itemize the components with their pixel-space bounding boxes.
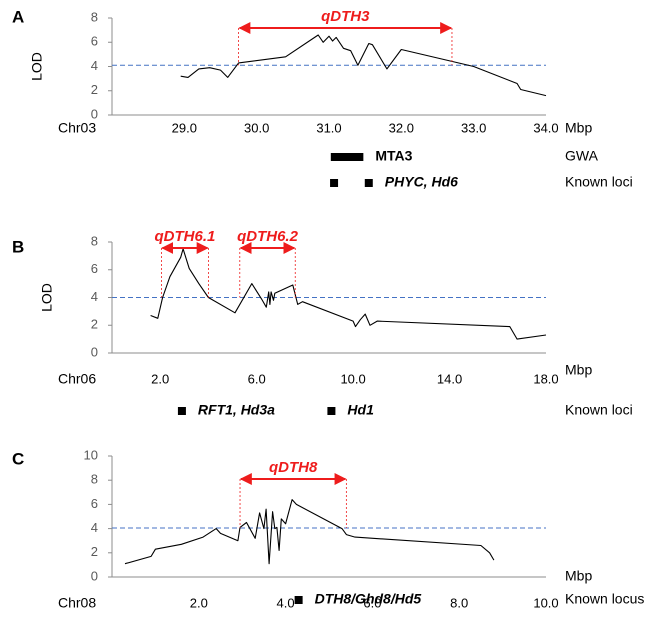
locus-mark <box>177 407 186 415</box>
x-tick-label: 6.0 <box>363 595 381 610</box>
y-tick-label: 6 <box>91 261 98 276</box>
row-label: Known locus <box>565 591 644 607</box>
x-tick-label: 2.0 <box>151 371 169 386</box>
locus-mark <box>327 407 336 415</box>
qtl-name: qDTH6.1 <box>155 228 216 245</box>
y-tick-label: 2 <box>91 317 98 332</box>
locus-mark <box>364 179 373 187</box>
x-tick-label: 31.0 <box>316 120 341 135</box>
x-tick-label: 8.0 <box>450 595 468 610</box>
panel-b: B 0 2 4 6 8 2.0 6.0 10.0 14.0 18.0 LOD Chr06 Mbp qDTH6… <box>12 228 633 418</box>
qtl-name: qDTH8 <box>269 459 318 476</box>
row-label: GWA <box>565 148 599 164</box>
x-unit-label: Mbp <box>565 568 592 584</box>
x-tick-label: 18.0 <box>533 371 558 386</box>
x-tick-label: 4.0 <box>277 595 295 610</box>
qtl-name: qDTH3 <box>321 8 370 25</box>
chromosome-label: Chr08 <box>58 595 96 611</box>
x-tick-label: 34.0 <box>533 120 558 135</box>
x-unit-label: Mbp <box>565 120 592 136</box>
y-tick-label: 0 <box>91 106 98 121</box>
locus-label: Hd1 <box>347 402 374 418</box>
x-tick-label: 10.0 <box>340 371 365 386</box>
gwa-label: MTA3 <box>375 148 412 164</box>
panel-letter: C <box>12 449 24 468</box>
y-tick-label: 6 <box>91 496 98 511</box>
lod-curve <box>150 248 547 340</box>
x-tick-label: 32.0 <box>389 120 414 135</box>
chromosome-label: Chr03 <box>58 120 96 136</box>
y-tick-label: 2 <box>91 544 98 559</box>
x-tick-label: 2.0 <box>190 595 208 610</box>
x-tick-label: 6.0 <box>248 371 266 386</box>
y-tick-label: 4 <box>91 58 98 73</box>
qtl-name: qDTH6.2 <box>237 228 299 245</box>
locus-label: PHYC, Hd6 <box>385 174 458 190</box>
locus-label: DTH8/Ghd8/Hd5 <box>315 591 422 607</box>
chromosome-label: Chr06 <box>58 371 96 387</box>
locus-mark <box>294 596 303 604</box>
lod-curve <box>180 34 547 97</box>
locus-label: RFT1, Hd3a <box>198 402 275 418</box>
gwa-bar <box>330 153 364 161</box>
panel-letter: B <box>12 237 24 256</box>
y-tick-label: 4 <box>91 289 98 304</box>
y-axis-label: LOD <box>29 52 45 81</box>
row-label: Known loci <box>565 402 633 418</box>
panel-a: A 0 2 4 6 8 29.0 30.0 31.0 32.0 33.0 34.0 LOD Chr03 Mb… <box>12 7 633 189</box>
y-axis-label: LOD <box>39 283 55 312</box>
x-tick-label: 10.0 <box>533 595 558 610</box>
y-tick-label: 8 <box>91 9 98 24</box>
panel-letter: A <box>12 7 24 26</box>
y-tick-label: 6 <box>91 34 98 49</box>
y-tick-label: 8 <box>91 233 98 248</box>
y-tick-label: 2 <box>91 82 98 97</box>
y-tick-label: 0 <box>91 568 98 583</box>
panel-c: C 0 2 4 6 8 10 2.0 4.0 6.0 8.0 10.0 Chr08 Mbp qDTH8 Kno… <box>12 447 644 610</box>
x-unit-label: Mbp <box>565 362 592 378</box>
x-tick-label: 14.0 <box>437 371 462 386</box>
x-tick-label: 33.0 <box>461 120 486 135</box>
locus-mark <box>330 179 339 187</box>
y-tick-label: 8 <box>91 472 98 487</box>
lod-curve <box>124 499 495 565</box>
y-tick-label: 10 <box>84 447 98 462</box>
x-tick-label: 30.0 <box>244 120 269 135</box>
x-tick-label: 29.0 <box>172 120 197 135</box>
y-tick-label: 0 <box>91 344 98 359</box>
y-tick-label: 4 <box>91 520 98 535</box>
row-label: Known loci <box>565 174 633 190</box>
